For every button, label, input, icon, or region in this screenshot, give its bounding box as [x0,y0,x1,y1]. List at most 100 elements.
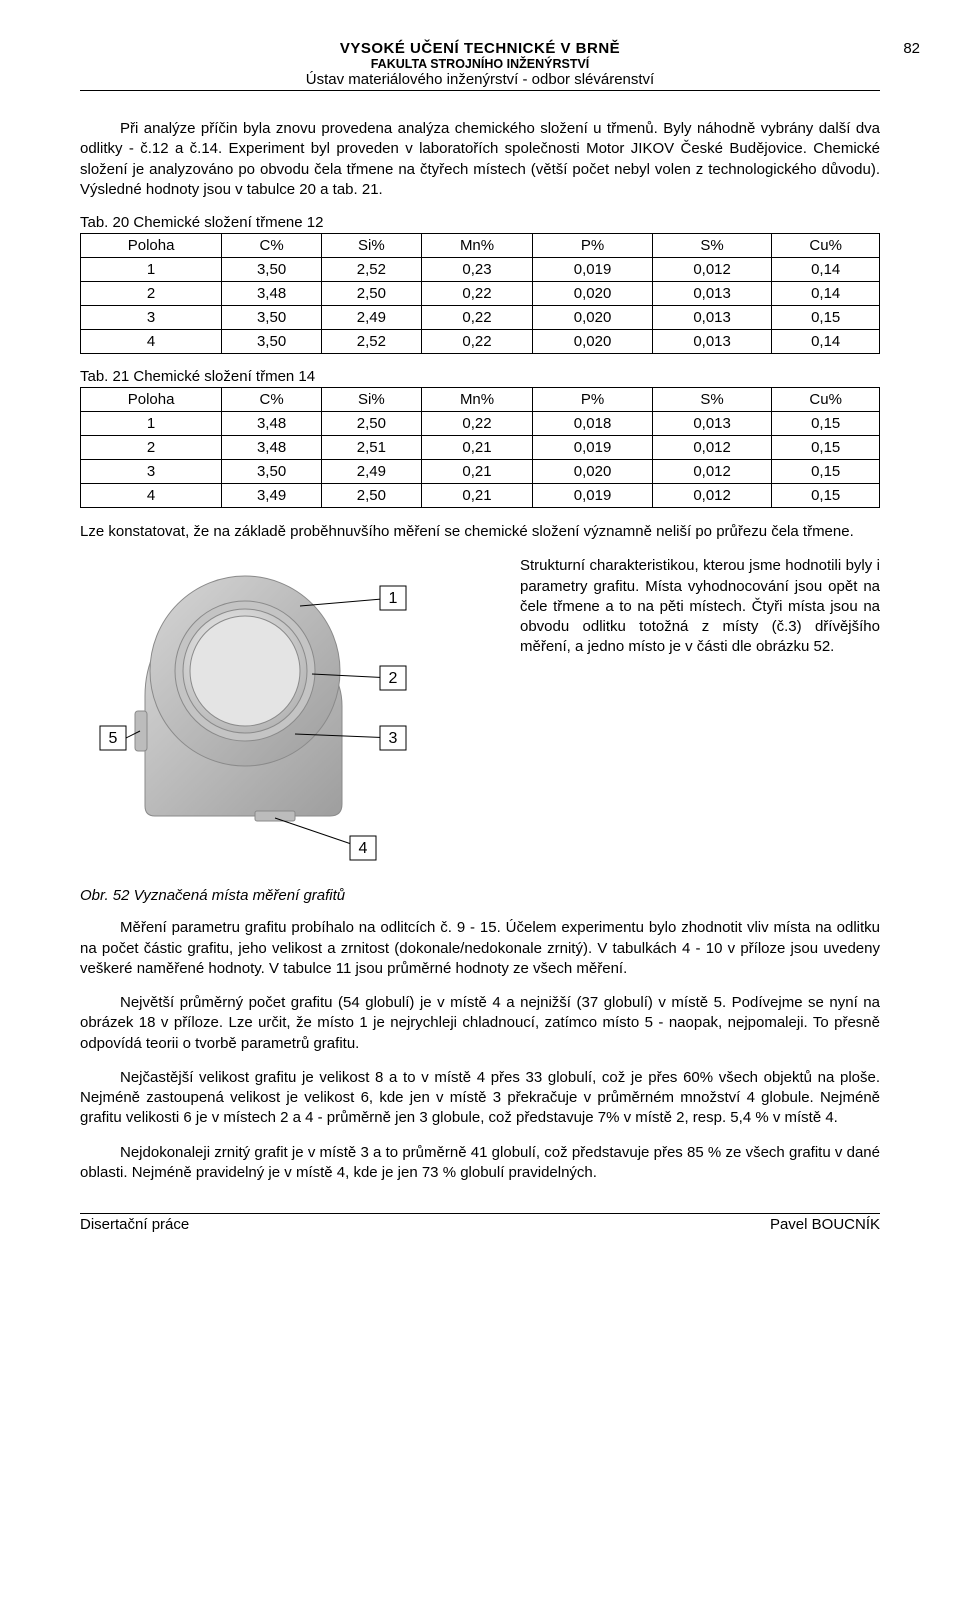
table-cell: 0,019 [533,484,653,508]
table-cell: 0,019 [533,436,653,460]
table-row: 13,482,500,220,0180,0130,15 [81,412,880,436]
table-header-cell: C% [222,234,322,258]
table-cell: 0,23 [421,258,533,282]
table-cell: 2,50 [321,484,421,508]
table-cell: 0,21 [421,460,533,484]
table-cell: 1 [81,412,222,436]
table-cell: 3 [81,460,222,484]
paragraph-4: Největší průměrný počet grafitu (54 glob… [80,993,880,1054]
footer-right: Pavel BOUCNÍK [770,1216,880,1233]
table-cell: 1 [81,258,222,282]
figure-52: 12345 [80,556,500,876]
figure-svg-wrap: 12345 [80,556,500,881]
table-cell: 0,22 [421,282,533,306]
table-cell: 0,21 [421,436,533,460]
table-cell: 3,50 [222,460,322,484]
table-row: 33,502,490,220,0200,0130,15 [81,306,880,330]
table-cell: 0,012 [652,258,772,282]
table-cell: 0,020 [533,306,653,330]
figure-caption: Obr. 52 Vyznačená místa měření grafitů [80,887,880,904]
table-cell: 0,22 [421,412,533,436]
header-line-1: VYSOKÉ UČENÍ TECHNICKÉ V BRNĚ [80,40,880,57]
table-row: 23,482,500,220,0200,0130,14 [81,282,880,306]
table-cell: 3,50 [222,306,322,330]
table-header-cell: Cu% [772,234,880,258]
table-header-cell: Mn% [421,234,533,258]
table-cell: 0,14 [772,330,880,354]
table-cell: 0,15 [772,484,880,508]
table-cell: 0,15 [772,436,880,460]
table21: PolohaC%Si%Mn%P%S%Cu%13,482,500,220,0180… [80,387,880,508]
table-cell: 3,50 [222,330,322,354]
table-cell: 4 [81,330,222,354]
table-cell: 0,012 [652,460,772,484]
table-cell: 2,52 [321,258,421,282]
table-cell: 0,15 [772,306,880,330]
table-cell: 4 [81,484,222,508]
table-header-cell: S% [652,234,772,258]
figure-label-text: 2 [389,670,398,687]
footer-left: Disertační práce [80,1216,189,1233]
table-header-cell: Si% [321,234,421,258]
table-cell: 3,48 [222,436,322,460]
table-cell: 0,14 [772,282,880,306]
table-row: 33,502,490,210,0200,0120,15 [81,460,880,484]
table-cell: 0,15 [772,412,880,436]
table20: PolohaC%Si%Mn%P%S%Cu%13,502,520,230,0190… [80,233,880,354]
table-header-cell: Poloha [81,234,222,258]
paragraph-6: Nejdokonaleji zrnitý grafit je v místě 3… [80,1143,880,1184]
table-row: 13,502,520,230,0190,0120,14 [81,258,880,282]
table-cell: 0,012 [652,436,772,460]
header-rule [80,90,880,91]
paragraph-3: Měření parametru grafitu probíhalo na od… [80,918,880,979]
table-header-cell: P% [533,388,653,412]
table-cell: 0,013 [652,282,772,306]
header-line-3: Ústav materiálového inženýrství - odbor … [80,71,880,88]
table-cell: 2,52 [321,330,421,354]
table-cell: 3,50 [222,258,322,282]
table-cell: 2 [81,436,222,460]
table-cell: 0,22 [421,306,533,330]
paragraph-intro: Při analýze příčin byla znovu provedena … [80,119,880,200]
table-cell: 2,50 [321,412,421,436]
table-cell: 2,49 [321,306,421,330]
table-cell: 0,012 [652,484,772,508]
table-cell: 0,020 [533,282,653,306]
table-cell: 0,15 [772,460,880,484]
table-header-cell: C% [222,388,322,412]
page-footer: Disertační práce Pavel BOUCNÍK [80,1213,880,1233]
table-header-cell: Si% [321,388,421,412]
table-header-cell: Poloha [81,388,222,412]
table-cell: 3,48 [222,282,322,306]
table-cell: 0,018 [533,412,653,436]
table-cell: 2,50 [321,282,421,306]
table-cell: 0,21 [421,484,533,508]
table-cell: 3 [81,306,222,330]
table-header-cell: S% [652,388,772,412]
header-line-2: FAKULTA STROJNÍHO INŽENÝRSTVÍ [80,57,880,71]
table-cell: 2 [81,282,222,306]
table-header-cell: Cu% [772,388,880,412]
figure-side-text: Strukturní charakteristikou, kterou jsme… [500,556,880,657]
table-row: 43,502,520,220,0200,0130,14 [81,330,880,354]
table-cell: 2,49 [321,460,421,484]
table-cell: 0,019 [533,258,653,282]
table-cell: 0,020 [533,460,653,484]
table-row: 43,492,500,210,0190,0120,15 [81,484,880,508]
page-number: 82 [903,40,920,57]
figure-label-text: 4 [359,840,368,857]
table-header-cell: Mn% [421,388,533,412]
table-cell: 0,22 [421,330,533,354]
paragraph-after-tables: Lze konstatovat, že na základě proběhnuv… [80,522,880,542]
paragraph-5: Nejčastější velikost grafitu je velikost… [80,1068,880,1129]
figure-label-text: 5 [109,730,118,747]
table-cell: 2,51 [321,436,421,460]
figure-row: 12345 Strukturní charakteristikou, ktero… [80,556,880,881]
table20-caption: Tab. 20 Chemické složení třmene 12 [80,214,880,231]
table-cell: 3,49 [222,484,322,508]
table-cell: 0,020 [533,330,653,354]
page-header: 82 VYSOKÉ UČENÍ TECHNICKÉ V BRNĚ FAKULTA… [80,40,880,91]
table21-caption: Tab. 21 Chemické složení třmen 14 [80,368,880,385]
table-header-cell: P% [533,234,653,258]
table-cell: 3,48 [222,412,322,436]
